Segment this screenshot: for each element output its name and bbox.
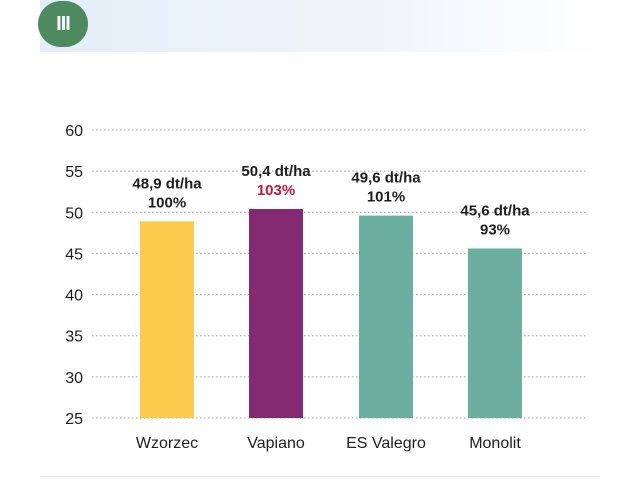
data-label-percent: 101% xyxy=(367,189,405,206)
data-label-value: 50,4 dt/ha xyxy=(241,163,311,180)
section-badge: III xyxy=(38,1,88,47)
y-tick-label: 45 xyxy=(65,246,83,263)
y-tick-label: 60 xyxy=(65,123,83,140)
y-tick-label: 30 xyxy=(65,370,83,387)
data-label-percent: 100% xyxy=(148,194,186,211)
y-tick-label: 25 xyxy=(65,411,83,428)
data-label-percent: 103% xyxy=(257,182,295,199)
bar xyxy=(359,215,413,418)
data-label-value: 45,6 dt/ha xyxy=(460,202,530,219)
bar xyxy=(140,221,194,418)
header-banner xyxy=(40,0,600,52)
data-label-value: 48,9 dt/ha xyxy=(132,175,202,192)
x-tick-label: Wzorzec xyxy=(136,435,198,452)
bar xyxy=(249,208,303,418)
data-label-percent: 93% xyxy=(480,221,510,238)
y-tick-label: 35 xyxy=(65,329,83,346)
x-tick-label: Vapiano xyxy=(247,435,305,452)
y-tick-label: 50 xyxy=(65,205,83,222)
x-tick-label: Monolit xyxy=(469,435,521,452)
x-tick-label: ES Valegro xyxy=(346,435,426,452)
y-tick-label: 40 xyxy=(65,288,83,305)
bar xyxy=(468,248,522,418)
bottom-divider xyxy=(40,476,600,477)
y-tick-label: 55 xyxy=(65,164,83,181)
data-label-value: 49,6 dt/ha xyxy=(351,170,421,187)
